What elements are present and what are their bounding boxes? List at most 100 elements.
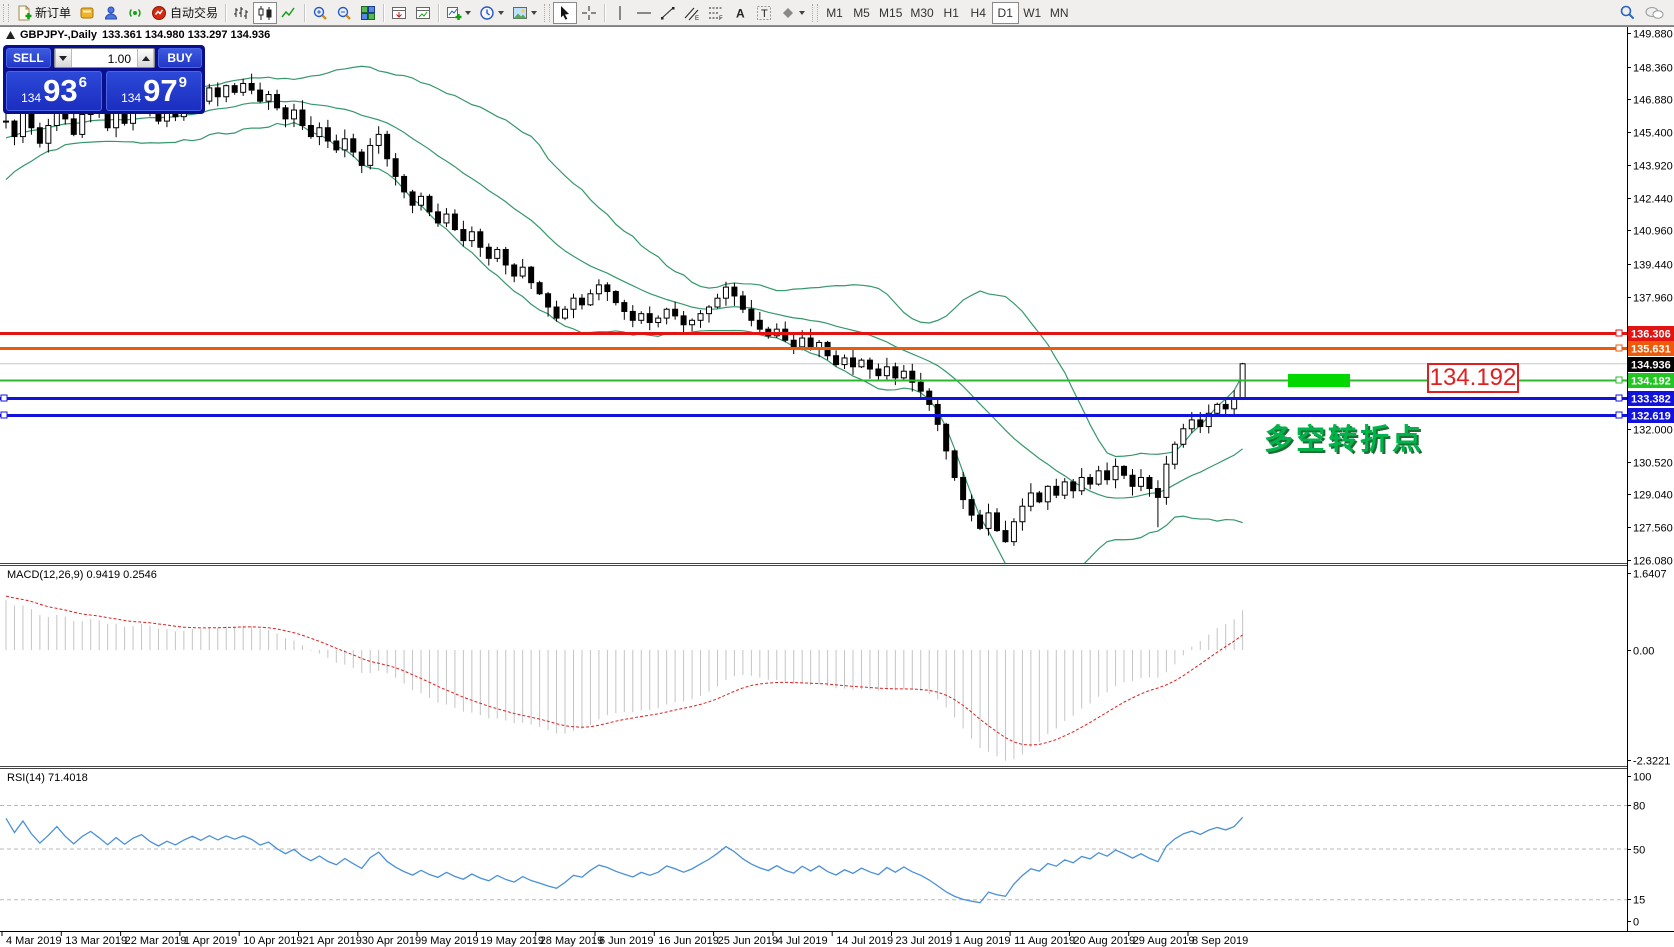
buy-price-display[interactable]: 134 97 9 [106,71,202,111]
indicator-list-button[interactable] [411,2,435,24]
auto-trading-button[interactable]: 自动交易 [147,2,222,24]
timeframe-button-H1[interactable]: H1 [938,2,965,24]
buy-price-prefix: 134 [121,91,142,105]
timeframe-button-H4[interactable]: H4 [965,2,992,24]
timeframe-button-W1[interactable]: W1 [1019,2,1046,24]
indicator-window-up-icon [416,6,431,19]
chart-title: GBPJPY-,Daily 133.361 134.980 133.297 13… [6,29,270,41]
turning-point-annotation[interactable]: 多空转折点 [1264,424,1425,456]
svg-text:145.400: 145.400 [1633,128,1673,140]
volume-input[interactable]: 1.00 [107,52,131,66]
trendline-tool-button[interactable] [656,2,680,24]
rsi-line [5,816,1244,904]
market-button[interactable] [75,2,99,24]
search-button[interactable] [1615,2,1640,24]
add-indicator-icon [447,6,462,20]
toolbar-grip[interactable] [3,3,9,22]
timeframe-button-M30[interactable]: M30 [906,2,937,24]
sell-price-display[interactable]: 134 93 6 [6,71,102,111]
timeframe-button-M15[interactable]: M15 [875,2,906,24]
signals-button[interactable] [123,2,147,24]
candlestick-mode-button[interactable] [253,1,278,24]
crosshair-tool-button[interactable] [577,2,601,24]
price-annotation-box[interactable]: 134.192 [1427,363,1519,393]
svg-text:148.360: 148.360 [1633,63,1673,75]
svg-text:16 Jun 2019: 16 Jun 2019 [658,935,719,947]
dropdown-caret-icon [799,11,806,18]
periods-button[interactable] [475,2,508,24]
svg-text:133.382: 133.382 [1631,394,1671,406]
new-order-label: 新订单 [35,6,72,20]
dropdown-caret-icon [465,11,472,18]
line-chart-mode-button[interactable] [277,2,301,24]
volume-decrease-button[interactable] [54,49,72,67]
level-highlight-segment[interactable] [1288,374,1350,387]
svg-text:9 May 2019: 9 May 2019 [421,935,478,947]
price-tag-136.306 [1628,326,1674,341]
toolbar-grip[interactable] [544,3,551,22]
sell-price-sup: 6 [78,74,87,91]
line-end-handle[interactable] [1615,344,1623,352]
equidistant-channel-icon: E [684,7,699,21]
indicator-window-button[interactable] [387,2,411,24]
price-tag-134.192 [1628,373,1674,388]
tile-windows-button[interactable] [356,2,380,24]
svg-text:8 Sep 2019: 8 Sep 2019 [1192,935,1248,947]
svg-text:22 Mar 2019: 22 Mar 2019 [125,935,187,947]
text-tool-button[interactable]: A [728,2,752,24]
timeframe-button-M5[interactable]: M5 [848,2,875,24]
svg-text:130.520: 130.520 [1633,458,1673,470]
zoom-out-button[interactable] [332,2,356,24]
svg-text:100: 100 [1633,772,1651,784]
sell-button[interactable]: SELL [6,48,51,68]
auto-trading-label: 自动交易 [170,6,219,20]
line-end-handle[interactable] [1615,411,1623,419]
bar-chart-icon [234,6,249,19]
price-tag-134.936 [1628,357,1674,372]
timeframe-button-D1[interactable]: D1 [991,1,1019,24]
macd-indicator-label: MACD(12,26,9) 0.9419 0.2546 [7,569,157,581]
channel-tool-button[interactable]: E [680,2,704,24]
svg-text:80: 80 [1633,801,1645,813]
line-end-handle[interactable] [0,411,8,419]
svg-text:25 Jun 2019: 25 Jun 2019 [718,935,779,947]
svg-text:11 Aug 2019: 11 Aug 2019 [1014,935,1075,947]
sell-price-big: 93 [43,73,78,108]
text-label-tool-button[interactable]: T [752,2,776,24]
line-end-handle[interactable] [1615,394,1623,402]
community-button[interactable] [99,2,123,24]
svg-text:10 Apr 2019: 10 Apr 2019 [243,935,302,947]
line-end-handle[interactable] [0,394,8,402]
horizontal-line-tool-button[interactable] [632,2,656,24]
bar-chart-mode-button[interactable] [229,2,253,24]
svg-text:30 Apr 2019: 30 Apr 2019 [362,935,421,947]
chat-button[interactable] [1640,2,1668,24]
indicator-window-down-icon [392,6,407,19]
template-picture-icon [513,6,528,19]
timeframe-button-M1[interactable]: M1 [821,2,848,24]
new-order-button[interactable]: 新订单 [12,2,75,24]
svg-text:134.192: 134.192 [1631,376,1671,388]
volume-increase-button[interactable] [137,49,154,67]
line-end-handle[interactable] [1615,376,1623,384]
fibonacci-tool-button[interactable]: F [704,2,728,24]
bollinger-upper [5,65,1244,458]
toolbar-grip[interactable] [812,3,819,22]
shapes-tool-button[interactable] [776,2,809,24]
svg-text:6 Jun 2019: 6 Jun 2019 [599,935,653,947]
templates-button[interactable] [508,2,541,24]
search-icon [1620,5,1635,20]
cursor-tool-button[interactable] [553,1,578,24]
vertical-line-tool-button[interactable] [608,2,632,24]
buy-button[interactable]: BUY [158,48,202,68]
add-indicator-button[interactable] [442,2,475,24]
svg-text:135.631: 135.631 [1631,344,1671,356]
timeframe-button-MN[interactable]: MN [1046,2,1073,24]
zoom-in-button[interactable] [308,2,332,24]
dropdown-caret-icon [531,11,538,18]
collapse-triangle-icon[interactable] [6,31,15,39]
svg-text:14 Jul 2019: 14 Jul 2019 [836,935,893,947]
line-end-handle[interactable] [1615,329,1623,337]
